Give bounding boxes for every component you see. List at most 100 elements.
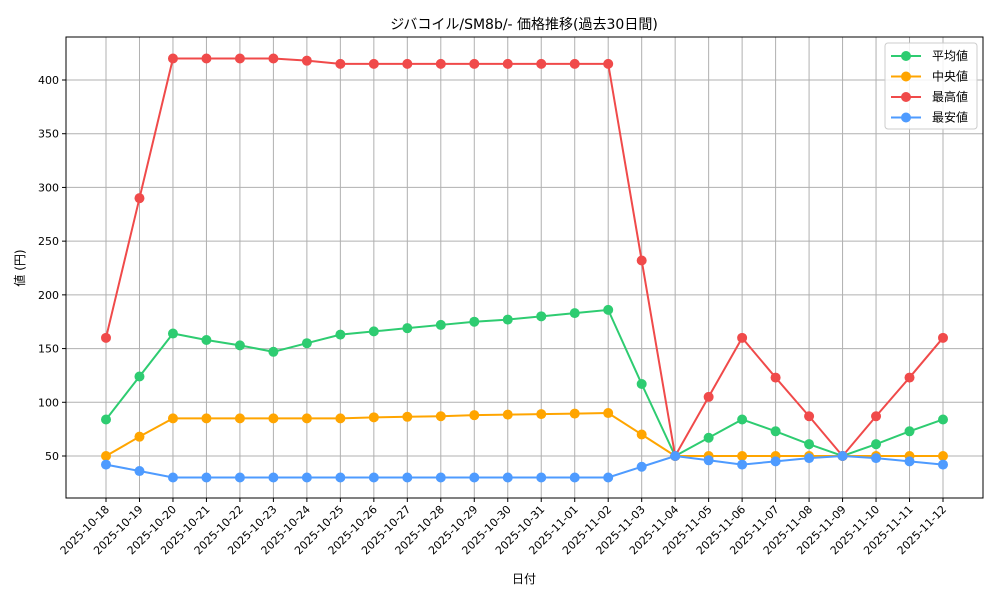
data-point — [402, 411, 413, 422]
y-tick-label: 250 — [38, 235, 59, 248]
data-point — [871, 453, 882, 464]
data-point — [603, 304, 614, 315]
legend-label: 最高値 — [932, 89, 968, 104]
data-point — [569, 408, 580, 419]
data-point — [469, 410, 480, 421]
data-point — [469, 472, 480, 483]
data-point — [569, 472, 580, 483]
data-point — [435, 319, 446, 330]
series-0 — [101, 304, 948, 461]
data-point — [201, 413, 212, 424]
data-point — [101, 414, 111, 425]
data-point — [670, 451, 681, 461]
data-series — [101, 53, 948, 483]
data-point — [234, 472, 245, 483]
legend-marker-icon — [901, 51, 911, 61]
data-point — [435, 411, 446, 422]
data-point — [837, 451, 848, 461]
data-point — [536, 311, 547, 322]
data-point — [101, 451, 111, 461]
data-point — [201, 334, 212, 345]
data-point — [402, 323, 413, 334]
x-axis-ticks: 2025-10-182025-10-192025-10-202025-10-21… — [58, 498, 949, 557]
data-point — [636, 255, 647, 266]
data-point — [737, 414, 748, 425]
data-point — [435, 472, 446, 483]
data-point — [871, 439, 882, 450]
y-axis-ticks: 50 100 150 200 250 300 350 400 — [38, 74, 66, 463]
data-point — [804, 439, 815, 450]
data-point — [402, 58, 413, 69]
data-point — [469, 316, 480, 327]
data-point — [167, 413, 178, 424]
data-point — [536, 58, 547, 69]
data-point — [368, 58, 379, 69]
data-point — [737, 332, 748, 343]
data-point — [167, 53, 178, 64]
data-point — [770, 426, 781, 437]
data-point — [234, 340, 245, 351]
data-point — [770, 456, 781, 467]
data-point — [804, 453, 815, 464]
legend-label: 平均値 — [932, 48, 968, 63]
data-point — [904, 372, 915, 383]
plot-frame — [65, 36, 984, 499]
data-point — [502, 472, 513, 483]
data-point — [536, 409, 547, 420]
legend-frame — [884, 42, 978, 130]
data-point — [603, 408, 614, 419]
data-point — [502, 409, 513, 420]
data-point — [368, 472, 379, 483]
x-axis-label: 日付 — [512, 572, 536, 586]
data-point — [435, 58, 446, 69]
data-point — [502, 314, 513, 325]
y-tick-label: 50 — [45, 450, 59, 463]
data-point — [134, 431, 145, 442]
legend-marker-icon — [901, 112, 911, 123]
legend-label: 中央値 — [932, 69, 968, 84]
data-point — [603, 58, 614, 69]
data-point — [402, 472, 413, 483]
data-point — [938, 459, 948, 470]
data-point — [268, 53, 279, 64]
data-point — [201, 53, 212, 64]
data-point — [737, 451, 748, 461]
y-tick-label: 300 — [38, 181, 59, 194]
y-tick-label: 200 — [38, 289, 59, 302]
grid-lines — [66, 37, 983, 498]
data-point — [335, 472, 346, 483]
data-point — [871, 411, 882, 422]
data-point — [301, 472, 312, 483]
data-point — [301, 338, 312, 349]
series-line — [105, 308, 944, 458]
data-point — [335, 413, 346, 424]
y-tick-label: 400 — [38, 74, 59, 87]
data-point — [737, 459, 748, 470]
y-axis-label: 値 (円) — [12, 249, 27, 286]
data-point — [770, 372, 781, 383]
data-point — [636, 461, 647, 472]
data-point — [938, 332, 948, 343]
chart-title: ジバコイル/SM8b/- 価格推移(過去30日間) — [390, 17, 658, 33]
data-point — [134, 466, 145, 477]
data-point — [938, 451, 948, 461]
data-point — [335, 58, 346, 69]
y-tick-label: 100 — [38, 396, 59, 409]
data-point — [234, 53, 245, 64]
legend-marker-icon — [901, 71, 911, 82]
data-point — [703, 391, 714, 402]
data-point — [101, 332, 111, 343]
data-point — [804, 411, 815, 422]
data-point — [469, 58, 480, 69]
data-point — [636, 379, 647, 390]
legend-marker-icon — [901, 92, 911, 102]
data-point — [904, 426, 915, 437]
data-point — [201, 472, 212, 483]
series-line — [105, 412, 943, 457]
data-point — [234, 413, 245, 424]
data-point — [536, 472, 547, 483]
data-point — [904, 456, 915, 467]
series-2 — [101, 53, 948, 461]
data-point — [268, 472, 279, 483]
data-point — [167, 328, 178, 339]
